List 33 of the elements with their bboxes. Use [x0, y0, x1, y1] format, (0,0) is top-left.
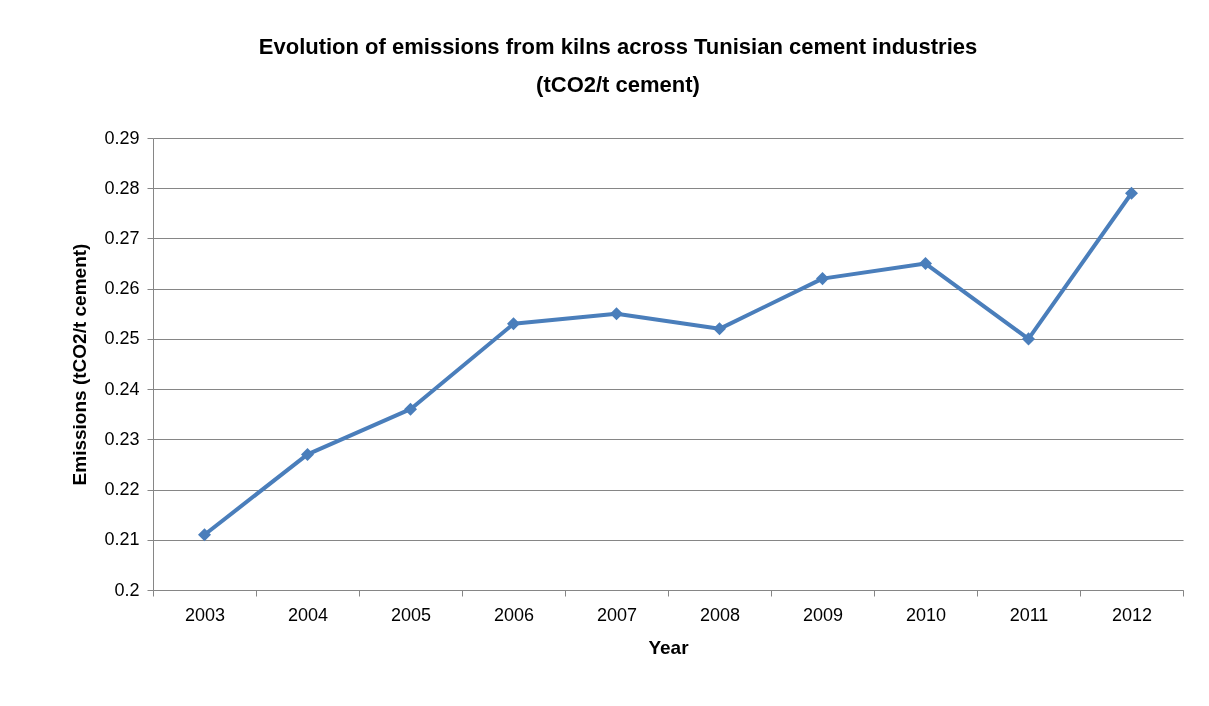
x-tick-label: 2004	[287, 604, 329, 625]
point	[1124, 186, 1139, 200]
x-tick-label: 2010	[905, 604, 947, 625]
x-tick-label: 2005	[390, 604, 432, 625]
x-tick-label: 2008	[699, 604, 741, 625]
point	[712, 322, 727, 336]
x-tick-label: 2009	[802, 604, 844, 625]
x-tick-label: 2012	[1111, 604, 1153, 625]
y-tick-label: 0.27	[104, 227, 140, 248]
y-tick-label: 0.26	[104, 278, 140, 299]
point	[918, 257, 933, 271]
x-tick-label: 2007	[596, 604, 638, 625]
x-axis-title: Year	[648, 636, 690, 658]
y-tick-label: 0.29	[104, 127, 140, 148]
y-tick-label: 0.24	[104, 378, 140, 399]
point	[197, 528, 212, 542]
y-tick-label: 0.22	[104, 479, 140, 500]
point	[1021, 332, 1036, 346]
point	[815, 272, 830, 286]
point	[403, 402, 418, 416]
y-axis-title: Emissions (tCO2/t cement)	[69, 243, 91, 486]
y-tick-label: 0.25	[104, 328, 140, 349]
y-tick-label: 0.21	[104, 529, 140, 550]
point	[300, 447, 315, 461]
y-tick-label: 0.28	[104, 177, 140, 198]
x-tick-label: 2003	[184, 604, 226, 625]
y-tick-label: 0.2	[114, 579, 140, 600]
point	[506, 317, 521, 331]
y-tick-label: 0.23	[104, 428, 140, 449]
point	[609, 307, 624, 321]
x-tick-label: 2011	[1009, 604, 1049, 625]
chart-title: Evolution of emissions from kilns across Tunisian cement industries (tCO2/t cement)	[258, 34, 978, 97]
x-tick-label: 2006	[493, 604, 535, 625]
